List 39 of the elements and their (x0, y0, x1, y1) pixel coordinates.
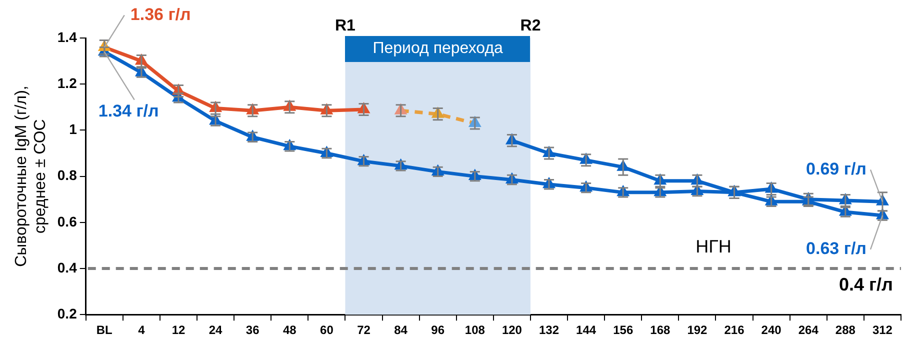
x-tick-label: 72 (357, 323, 371, 338)
x-tick-label: 12 (172, 323, 186, 338)
ref-line-label: 0.4 г/л (839, 274, 893, 294)
x-tick-label: 288 (835, 323, 856, 338)
y-tick-label: 0.2 (57, 305, 78, 322)
x-tick-label: 264 (798, 323, 819, 338)
annotation: 0.69 г/л (806, 159, 866, 178)
annotation: 1.34 г/л (98, 102, 159, 121)
annotation: 1.36 г/л (130, 4, 191, 24)
y-tick-label: 0.8 (57, 167, 78, 184)
y-tick-label: 1.4 (57, 28, 78, 45)
annotation: 0.63 г/л (806, 239, 866, 258)
annotation: НГН (696, 236, 732, 257)
x-tick-label: 132 (538, 323, 560, 338)
text: R2 (520, 17, 541, 34)
x-tick-label: 168 (650, 323, 670, 338)
x-tick-label: 4 (138, 323, 146, 338)
x-tick-label: 60 (320, 323, 334, 338)
x-tick-label: BL (96, 323, 112, 338)
x-tick-label: 240 (761, 323, 782, 338)
x-tick-label: 144 (576, 323, 596, 338)
y-tick-label: 1.2 (57, 74, 78, 91)
x-tick-label: 192 (687, 323, 708, 338)
x-tick-label: 48 (282, 323, 297, 338)
x-tick-label: 216 (724, 323, 745, 338)
y-tick-label: 0.6 (57, 213, 78, 230)
x-tick-label: 96 (431, 323, 445, 338)
x-tick-label: 24 (208, 323, 223, 338)
x-tick-label: 120 (502, 323, 522, 338)
text: R1 (334, 17, 356, 34)
x-tick-label: 36 (246, 323, 260, 338)
x-tick-label: 84 (394, 323, 408, 338)
label-box: Период перехода (345, 36, 530, 62)
x-tick-label: 108 (464, 323, 486, 338)
x-tick-label: 312 (872, 323, 893, 338)
y-axis-title: Сывороточные IgM (г/л), среднее ± СОС (13, 86, 50, 267)
x-tick-label: 156 (613, 323, 634, 338)
y-tick-label: 0.4 (57, 259, 78, 276)
y-tick-label: 1 (69, 121, 78, 138)
